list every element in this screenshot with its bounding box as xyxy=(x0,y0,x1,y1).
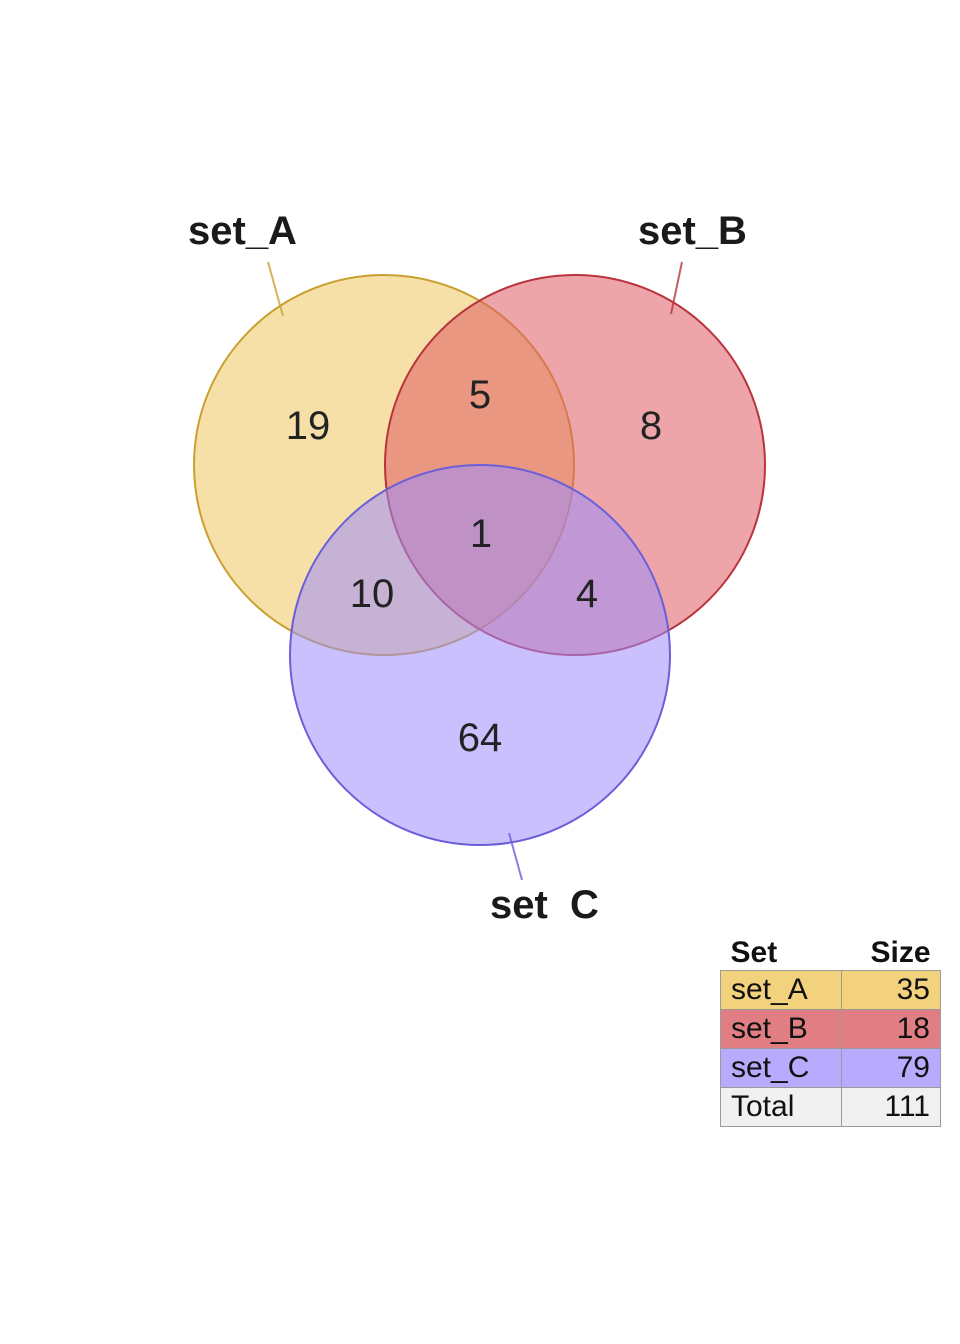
set-c-title: set_C xyxy=(490,883,599,920)
region-b-only-count: 8 xyxy=(640,404,662,448)
region-bc-count: 4 xyxy=(576,572,598,616)
table-cell-set-name: set_B xyxy=(720,1009,842,1049)
region-ac-count: 10 xyxy=(350,572,395,616)
table-header-set: Set xyxy=(730,936,778,969)
table-cell-set-size: 18 xyxy=(841,1009,941,1049)
region-abc-count: 1 xyxy=(470,512,492,556)
table-row: set_C 79 xyxy=(720,1048,941,1088)
table-header-row: Set Size xyxy=(721,930,941,971)
table-row: set_B 18 xyxy=(720,1009,941,1049)
table-cell-set-name: set_A xyxy=(720,970,842,1010)
set-c-circle xyxy=(289,464,671,846)
region-ab-count: 5 xyxy=(469,373,491,417)
table-header-size: Size xyxy=(870,936,931,969)
table-cell-total-value: 111 xyxy=(841,1087,941,1127)
set-size-table: Set Size set_A 35 set_B 18 set_C 79 Tota… xyxy=(720,930,941,1127)
set-b-leader-line xyxy=(670,261,683,315)
set-a-leader-line xyxy=(267,261,284,317)
set-a-title: set_A xyxy=(188,209,297,253)
region-c-only-count: 64 xyxy=(458,716,503,760)
set-c-leader-line xyxy=(508,832,523,881)
table-cell-total-label: Total xyxy=(720,1087,842,1127)
table-cell-set-name: set_C xyxy=(720,1048,842,1088)
table-row: set_A 35 xyxy=(720,970,941,1010)
set-b-title: set_B xyxy=(638,209,747,253)
region-a-only-count: 19 xyxy=(286,404,331,448)
table-cell-set-size: 35 xyxy=(841,970,941,1010)
table-total-row: Total 111 xyxy=(720,1087,941,1127)
table-cell-set-size: 79 xyxy=(841,1048,941,1088)
venn-diagram: set_A set_B set_C 19 8 5 1 10 4 64 xyxy=(188,209,766,920)
